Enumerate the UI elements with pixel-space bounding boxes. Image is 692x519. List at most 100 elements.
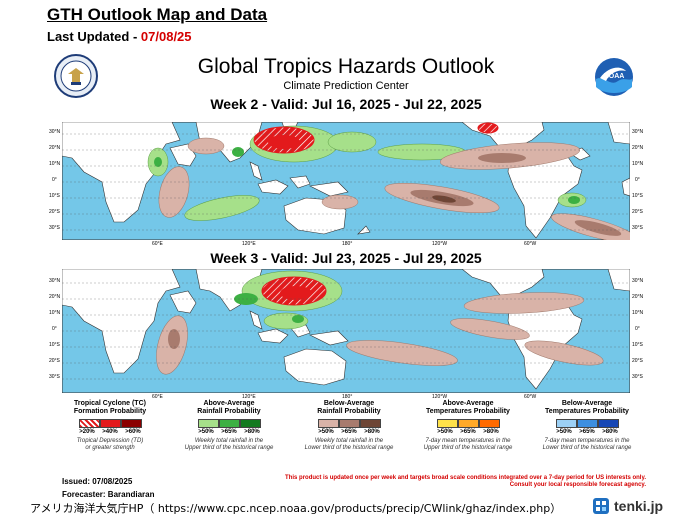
doc-seal-icon xyxy=(54,54,98,98)
legend-tc-title: Tropical Cyclone (TC) xyxy=(74,400,146,407)
legend-title2: Temperatures Probability xyxy=(426,408,510,415)
lon-tick: 120°W xyxy=(432,394,448,400)
lat-tick: 30°N xyxy=(49,278,61,284)
legend-swatch xyxy=(478,419,500,428)
legend: Tropical Cyclone (TC) Formation Probabil… xyxy=(46,400,646,470)
lat-tick: 30°S xyxy=(632,374,643,380)
lon-tick: 180° xyxy=(342,394,353,400)
legend-label: >80% xyxy=(483,429,499,435)
lat-tick: 20°S xyxy=(632,209,643,215)
legend-swatch xyxy=(597,419,619,428)
disclaimer: This product is updated once per week an… xyxy=(226,475,646,489)
legend-label: >65% xyxy=(341,429,357,435)
legend-note: 7-day mean temperatures in the xyxy=(425,438,511,444)
legend-note: Weekly total rainfall in the xyxy=(194,438,264,444)
legend-title2: Rainfall Probability xyxy=(317,408,381,415)
legend-swatch xyxy=(338,419,360,428)
legend-tc-title2: Formation Probability xyxy=(73,408,147,415)
last-updated-label: Last Updated - xyxy=(47,29,141,44)
legend-label: >80% xyxy=(244,429,260,435)
legend-title: Above-Average xyxy=(203,400,255,407)
lat-tick: 10°N xyxy=(49,310,61,316)
legend-rain-above: Above-Average Rainfall Probability >50% … xyxy=(174,400,284,452)
lat-tick: 30°S xyxy=(632,225,643,231)
legend-label: >40% xyxy=(102,429,118,435)
lon-tick: 120°E xyxy=(242,241,256,247)
lat-tick: 30°N xyxy=(632,278,644,284)
below-rain-65 xyxy=(168,329,180,349)
lon-tick: 120°E xyxy=(242,394,256,400)
lat-tick: 10°S xyxy=(49,193,60,199)
page-title: GTH Outlook Map and Data xyxy=(47,5,268,24)
lat-tick: 20°S xyxy=(632,358,643,364)
map-grid xyxy=(62,282,630,380)
lat-tick: 30°N xyxy=(49,129,61,135)
lon-tick: 60°W xyxy=(524,241,537,247)
week3-map xyxy=(62,269,630,393)
week3-label: Week 3 - Valid: Jul 23, 2025 - Jul 29, 2… xyxy=(210,250,482,266)
legend-label: >65% xyxy=(221,429,237,435)
legend-title: Above-Average xyxy=(442,400,494,407)
legend-swatch xyxy=(78,419,100,428)
legend-swatch xyxy=(197,419,219,428)
legend-swatch xyxy=(120,419,142,428)
lat-tick: 30°S xyxy=(49,225,60,231)
legend-swatch xyxy=(457,419,479,428)
legend-swatch xyxy=(555,419,577,428)
legend-label: >80% xyxy=(602,429,618,435)
legend-swatch xyxy=(239,419,261,428)
lat-tick: 0° xyxy=(635,177,640,183)
lat-tick: 0° xyxy=(635,326,640,332)
legend-label: >65% xyxy=(579,429,595,435)
lon-tick: 120°W xyxy=(432,241,448,247)
tenki-logo-icon xyxy=(593,498,609,514)
lat-tick: 30°S xyxy=(49,374,60,380)
lon-tick: 180° xyxy=(342,241,353,247)
legend-swatch xyxy=(576,419,598,428)
week2-map xyxy=(62,122,630,240)
legend-title: Below-Average xyxy=(323,400,375,407)
lat-tick: 10°N xyxy=(49,161,61,167)
legend-title2: Temperatures Probability xyxy=(545,408,629,415)
legend-label: >50% xyxy=(556,429,572,435)
legend-note: Upper third of the historical range xyxy=(184,445,274,451)
legend-note: or greater strength xyxy=(85,445,135,451)
lon-tick: 60°E xyxy=(152,394,163,400)
legend-label: >65% xyxy=(460,429,476,435)
tenki-logo[interactable]: tenki.jp xyxy=(592,497,663,515)
legend-title: Below-Average xyxy=(561,400,613,407)
legend-label: >20% xyxy=(79,429,95,435)
legend-label: >80% xyxy=(364,429,380,435)
legend-tc: Tropical Cyclone (TC) Formation Probabil… xyxy=(60,400,160,452)
legend-note: Lower third of the historical range xyxy=(542,445,632,451)
legend-temp-below: Below-Average Temperatures Probability >… xyxy=(530,400,644,452)
outlook-title: Global Tropics Hazards Outlook xyxy=(197,55,495,78)
legend-label: >60% xyxy=(125,429,141,435)
week2-label: Week 2 - Valid: Jul 16, 2025 - Jul 22, 2… xyxy=(210,96,482,112)
land-masses xyxy=(62,122,630,239)
legend-note: Tropical Depression (TD) xyxy=(76,438,144,444)
below-rain-80 xyxy=(432,195,456,203)
legend-label: >50% xyxy=(437,429,453,435)
legend-label: >50% xyxy=(318,429,334,435)
map-grid xyxy=(62,133,630,231)
lat-tick: 20°N xyxy=(49,145,61,151)
disclaimer-line: This product is updated once per week an… xyxy=(285,475,646,481)
lat-tick: 10°S xyxy=(49,342,60,348)
legend-title2: Rainfall Probability xyxy=(197,408,261,415)
forecaster: Forecaster: Barandiaran xyxy=(62,490,155,499)
source-credit: アメリカ海洋大気庁HP（ https://www.cpc.ncep.noaa.g… xyxy=(30,502,562,515)
legend-label: >50% xyxy=(198,429,214,435)
tc-areas xyxy=(253,122,499,154)
lat-tick: 0° xyxy=(52,177,57,183)
issued-date: Issued: 07/08/2025 xyxy=(62,477,133,486)
lat-tick: 30°N xyxy=(632,129,644,135)
legend-note: Weekly total rainfall in the xyxy=(314,438,384,444)
legend-note: Upper third of the historical range xyxy=(423,445,513,451)
legend-swatch xyxy=(99,419,121,428)
last-updated: Last Updated - 07/08/25 xyxy=(47,29,192,44)
last-updated-date: 07/08/25 xyxy=(140,29,192,44)
lon-tick: 60°W xyxy=(524,394,537,400)
legend-temp-above: Above-Average Temperatures Probability >… xyxy=(412,400,524,452)
lat-tick: 10°S xyxy=(632,193,643,199)
